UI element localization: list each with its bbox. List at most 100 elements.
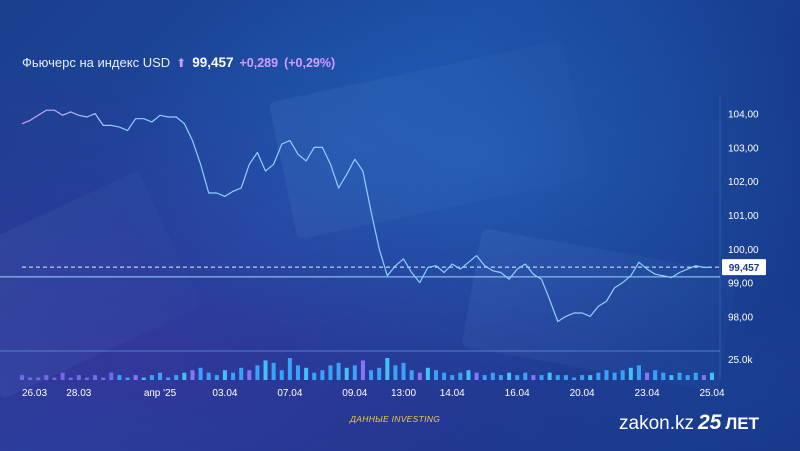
volume-bar — [320, 370, 325, 380]
volume-bar — [482, 375, 487, 380]
volume-bar — [141, 377, 146, 380]
volume-bar — [206, 372, 211, 380]
volume-bar — [125, 377, 130, 380]
volume-bar — [588, 375, 593, 380]
volume-bar — [157, 372, 163, 380]
volume-bar — [709, 372, 715, 380]
data-source-label: ДАННЫЕ INVESTING — [350, 414, 441, 424]
volume-bar — [352, 365, 357, 380]
volume-bar — [198, 367, 203, 380]
volume-bar — [28, 377, 33, 380]
volume-bar — [287, 358, 292, 380]
x-tick-label: 20.04 — [570, 388, 595, 399]
up-arrow-icon: ⬆ — [176, 55, 187, 70]
volume-bar — [466, 370, 471, 380]
y-tick-label: 104,00 — [728, 110, 759, 121]
volume-bar — [239, 367, 244, 380]
volume-bar — [304, 367, 309, 380]
volume-bar — [93, 375, 98, 380]
volume-bar — [344, 367, 349, 380]
volume-bar — [409, 370, 414, 380]
y-tick-label: 98,00 — [728, 312, 753, 323]
volume-bar — [425, 367, 430, 380]
brand-years-word: ЛЕТ — [725, 414, 759, 433]
volume-bar — [214, 375, 219, 380]
brand-logo: zakon.kz 25 ЛЕТ — [619, 411, 759, 435]
instrument-title: Фьючерс на индекс USD — [22, 55, 171, 70]
volume-bar — [263, 360, 268, 380]
volume-bar — [515, 375, 520, 380]
volume-bar — [596, 372, 601, 380]
volume-bar — [369, 370, 374, 380]
volume-bar — [101, 377, 106, 380]
volume-bar — [555, 375, 560, 380]
x-tick-label: 13:00 — [391, 388, 416, 399]
volume-bar — [68, 377, 73, 380]
volume-bar — [661, 372, 666, 380]
y-tick-label: 99,00 — [728, 279, 753, 290]
volume-bar — [60, 372, 65, 380]
volume-bar — [149, 375, 154, 380]
x-tick-label: 03.04 — [212, 388, 237, 399]
volume-bar — [312, 372, 317, 380]
volume-bar — [166, 377, 171, 380]
x-tick-label: 23.04 — [635, 388, 660, 399]
volume-bar — [547, 372, 552, 380]
volume-bar — [377, 367, 382, 380]
x-tick-label: апр '25 — [144, 388, 177, 399]
volume-bar — [620, 370, 625, 380]
volume-bar — [328, 365, 333, 380]
price-change-percent: (+0,29%) — [284, 55, 336, 70]
volume-bar — [677, 372, 682, 380]
volume-bar — [571, 377, 577, 380]
volume-bar — [182, 372, 187, 380]
y-tick-label: 100,00 — [728, 245, 759, 256]
volume-bar — [76, 375, 81, 380]
volume-bar — [52, 377, 57, 380]
volume-bar — [190, 370, 195, 380]
volume-bar — [669, 375, 674, 380]
volume-bar — [36, 377, 41, 380]
volume-bar — [19, 375, 25, 380]
volume-bar — [117, 375, 122, 380]
volume-bar — [685, 375, 690, 380]
price-change: +0,289 — [239, 55, 279, 70]
brand-years: 25 — [697, 411, 722, 434]
current-price-tag — [722, 259, 766, 276]
volume-bar — [271, 362, 276, 380]
volume-bar — [44, 375, 49, 380]
volume-bar — [531, 375, 536, 380]
volume-bar — [247, 370, 252, 380]
chart-header: Фьючерс на индекс USD ⬆ 99,457 +0,289 (+… — [22, 55, 335, 70]
volume-bar — [498, 375, 503, 380]
volume-bar — [507, 372, 512, 380]
volume-bar — [133, 375, 138, 380]
volume-bar — [474, 372, 479, 380]
volume-tick-label: 25.0k — [728, 355, 753, 366]
volume-bar — [580, 375, 585, 380]
volume-bar — [523, 372, 528, 380]
x-tick-label: 28.03 — [66, 388, 91, 399]
volume-bar — [693, 372, 698, 380]
brand-name: zakon.kz — [619, 413, 694, 434]
x-tick-label: 26.03 — [22, 388, 47, 399]
y-tick-label: 103,00 — [728, 143, 759, 154]
current-price: 99,457 — [192, 55, 234, 70]
price-line — [21, 109, 713, 323]
volume-bar — [174, 375, 179, 380]
volume-bar — [385, 358, 390, 380]
volume-bar — [279, 370, 284, 380]
y-tick-label: 101,00 — [728, 211, 759, 222]
volume-bar — [628, 367, 633, 380]
volume-bar — [109, 372, 114, 380]
x-tick-label: 14.04 — [440, 388, 465, 399]
volume-bar — [636, 365, 641, 380]
volume-bar — [701, 375, 706, 380]
volume-bar — [563, 375, 568, 380]
volume-bar — [539, 375, 544, 380]
volume-bar — [612, 372, 617, 380]
volume-bar — [295, 365, 301, 380]
x-tick-label: 09.04 — [342, 388, 367, 399]
volume-bar — [458, 372, 463, 380]
